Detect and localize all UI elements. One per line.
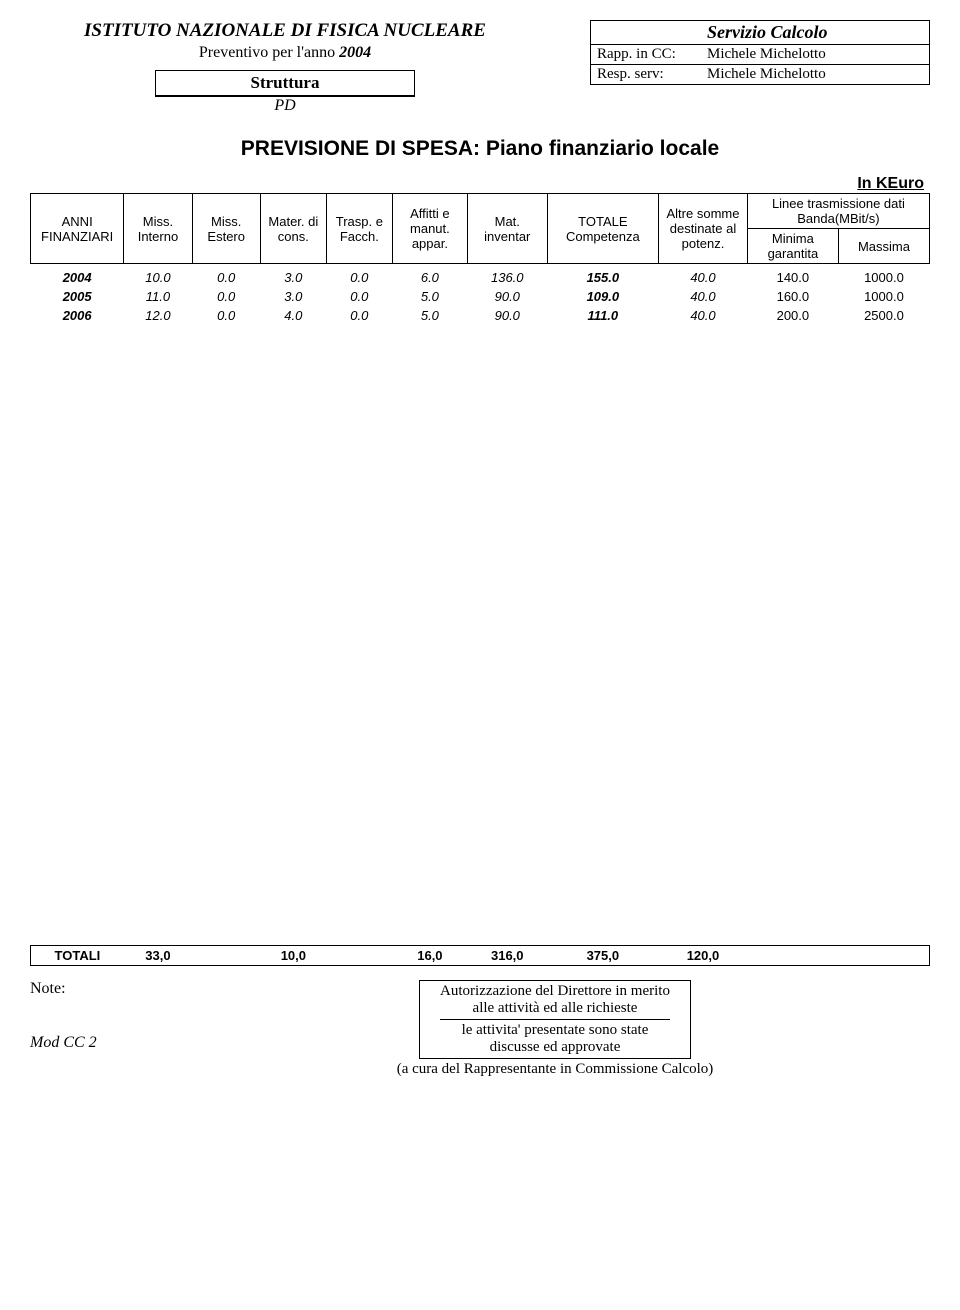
rapp-row: Rapp. in CC: Michele Michelotto <box>591 44 929 64</box>
table-body: 200410.00.03.00.06.0136.0155.040.0140.01… <box>31 264 930 326</box>
cell-mater: 4.0 <box>260 306 326 325</box>
auth-line3: le attivita' presentate sono state <box>440 1019 670 1039</box>
cell-totale: 109.0 <box>547 287 659 306</box>
table-row: 200410.00.03.00.06.0136.0155.040.0140.01… <box>31 264 930 288</box>
cell-anno: 2005 <box>31 287 124 306</box>
section-title: PREVISIONE DI SPESA: Piano finanziario l… <box>30 137 930 161</box>
cell-minima: 200.0 <box>747 306 838 325</box>
col-massima: Massima <box>838 229 929 264</box>
cell-mater: 3.0 <box>260 264 326 288</box>
col-affitti: Affitti e manut. appar. <box>392 194 467 264</box>
col-totale: TOTALE Competenza <box>547 194 659 264</box>
rapp-label: Rapp. in CC: <box>597 46 707 63</box>
resp-label: Resp. serv: <box>597 66 707 83</box>
cell-miss_int: 11.0 <box>124 287 192 306</box>
cell-massima: 2500.0 <box>838 306 929 325</box>
col-miss-int: Miss. Interno <box>124 194 192 264</box>
col-linee: Linee trasmissione dati Banda(MBit/s) <box>747 194 929 229</box>
unit-label: In KEuro <box>30 175 930 193</box>
cell-affitti: 5.0 <box>392 306 467 325</box>
col-trasp: Trasp. e Facch. <box>326 194 392 264</box>
header: ISTITUTO NAZIONALE DI FISICA NUCLEARE Pr… <box>30 20 930 115</box>
tot-miss-int: 33,0 <box>124 945 192 965</box>
cell-affitti: 5.0 <box>392 287 467 306</box>
preventivo-line: Preventivo per l'anno 2004 <box>30 44 540 62</box>
note-label: Note: <box>30 980 140 998</box>
tot-affitti: 16,0 <box>392 945 467 965</box>
tot-minima <box>747 945 838 965</box>
cell-massima: 1000.0 <box>838 287 929 306</box>
auth-box: Autorizzazione del Direttore in merito a… <box>419 980 691 1059</box>
totals-row: TOTALI 33,0 10,0 16,0 316,0 375,0 120,0 <box>31 945 930 965</box>
auth-line2: alle attività ed alle richieste <box>440 1000 670 1017</box>
footer-left: Note: Mod CC 2 <box>30 980 140 1078</box>
cell-altre: 40.0 <box>659 287 748 306</box>
cell-miss_est: 0.0 <box>192 264 260 288</box>
servizio-box: Servizio Calcolo Rapp. in CC: Michele Mi… <box>590 20 930 85</box>
cell-massima: 1000.0 <box>838 264 929 288</box>
header-right: Servizio Calcolo Rapp. in CC: Michele Mi… <box>590 20 930 115</box>
col-miss-est: Miss. Estero <box>192 194 260 264</box>
cell-miss_int: 10.0 <box>124 264 192 288</box>
institution-title: ISTITUTO NAZIONALE DI FISICA NUCLEARE <box>30 20 540 42</box>
cell-trasp: 0.0 <box>326 264 392 288</box>
cell-totale: 111.0 <box>547 306 659 325</box>
cell-anno: 2006 <box>31 306 124 325</box>
struttura-label-box: Struttura <box>155 70 415 96</box>
finance-table: ANNI FINANZIARI Miss. Interno Miss. Este… <box>30 193 930 966</box>
auth-line4: discusse ed approvate <box>440 1039 670 1056</box>
servizio-title-row: Servizio Calcolo <box>591 21 929 44</box>
tot-miss-est <box>192 945 260 965</box>
cell-trasp: 0.0 <box>326 287 392 306</box>
cell-mat_inv: 136.0 <box>467 264 547 288</box>
col-anni: ANNI FINANZIARI <box>31 194 124 264</box>
tot-totale: 375,0 <box>547 945 659 965</box>
cell-miss_int: 12.0 <box>124 306 192 325</box>
mod-label: Mod CC 2 <box>30 1034 140 1052</box>
cell-minima: 160.0 <box>747 287 838 306</box>
resp-value: Michele Michelotto <box>707 66 826 83</box>
cell-miss_est: 0.0 <box>192 287 260 306</box>
cell-altre: 40.0 <box>659 306 748 325</box>
tot-trasp <box>326 945 392 965</box>
tot-altre: 120,0 <box>659 945 748 965</box>
col-mat-inv: Mat. inventar <box>467 194 547 264</box>
struttura-box: Struttura PD <box>155 70 415 115</box>
table-row: 200511.00.03.00.05.090.0109.040.0160.010… <box>31 287 930 306</box>
col-altre: Altre somme destinate al potenz. <box>659 194 748 264</box>
struttura-label: Struttura <box>251 73 320 92</box>
tot-massima <box>838 945 929 965</box>
table-head: ANNI FINANZIARI Miss. Interno Miss. Este… <box>31 194 930 264</box>
preventivo-anno: 2004 <box>339 44 371 61</box>
cura-line: (a cura del Rappresentante in Commission… <box>180 1061 930 1078</box>
footer: Note: Mod CC 2 Autorizzazione del Dirett… <box>30 980 930 1078</box>
cell-affitti: 6.0 <box>392 264 467 288</box>
servizio-title: Servizio Calcolo <box>707 22 828 43</box>
cell-mater: 3.0 <box>260 287 326 306</box>
footer-mid: Autorizzazione del Direttore in merito a… <box>180 980 930 1078</box>
resp-row: Resp. serv: Michele Michelotto <box>591 64 929 84</box>
rapp-value: Michele Michelotto <box>707 46 826 63</box>
tot-mat-inv: 316,0 <box>467 945 547 965</box>
col-mater: Mater. di cons. <box>260 194 326 264</box>
tot-mater: 10,0 <box>260 945 326 965</box>
cell-minima: 140.0 <box>747 264 838 288</box>
col-minima: Minima garantita <box>747 229 838 264</box>
cell-altre: 40.0 <box>659 264 748 288</box>
cell-mat_inv: 90.0 <box>467 287 547 306</box>
preventivo-label: Preventivo per l'anno <box>199 44 335 61</box>
tot-label: TOTALI <box>31 945 124 965</box>
cell-miss_est: 0.0 <box>192 306 260 325</box>
header-left: ISTITUTO NAZIONALE DI FISICA NUCLEARE Pr… <box>30 20 540 115</box>
cell-trasp: 0.0 <box>326 306 392 325</box>
auth-line1: Autorizzazione del Direttore in merito <box>440 983 670 1000</box>
struttura-value: PD <box>155 96 415 115</box>
cell-totale: 155.0 <box>547 264 659 288</box>
cell-mat_inv: 90.0 <box>467 306 547 325</box>
table-row: 200612.00.04.00.05.090.0111.040.0200.025… <box>31 306 930 325</box>
cell-anno: 2004 <box>31 264 124 288</box>
